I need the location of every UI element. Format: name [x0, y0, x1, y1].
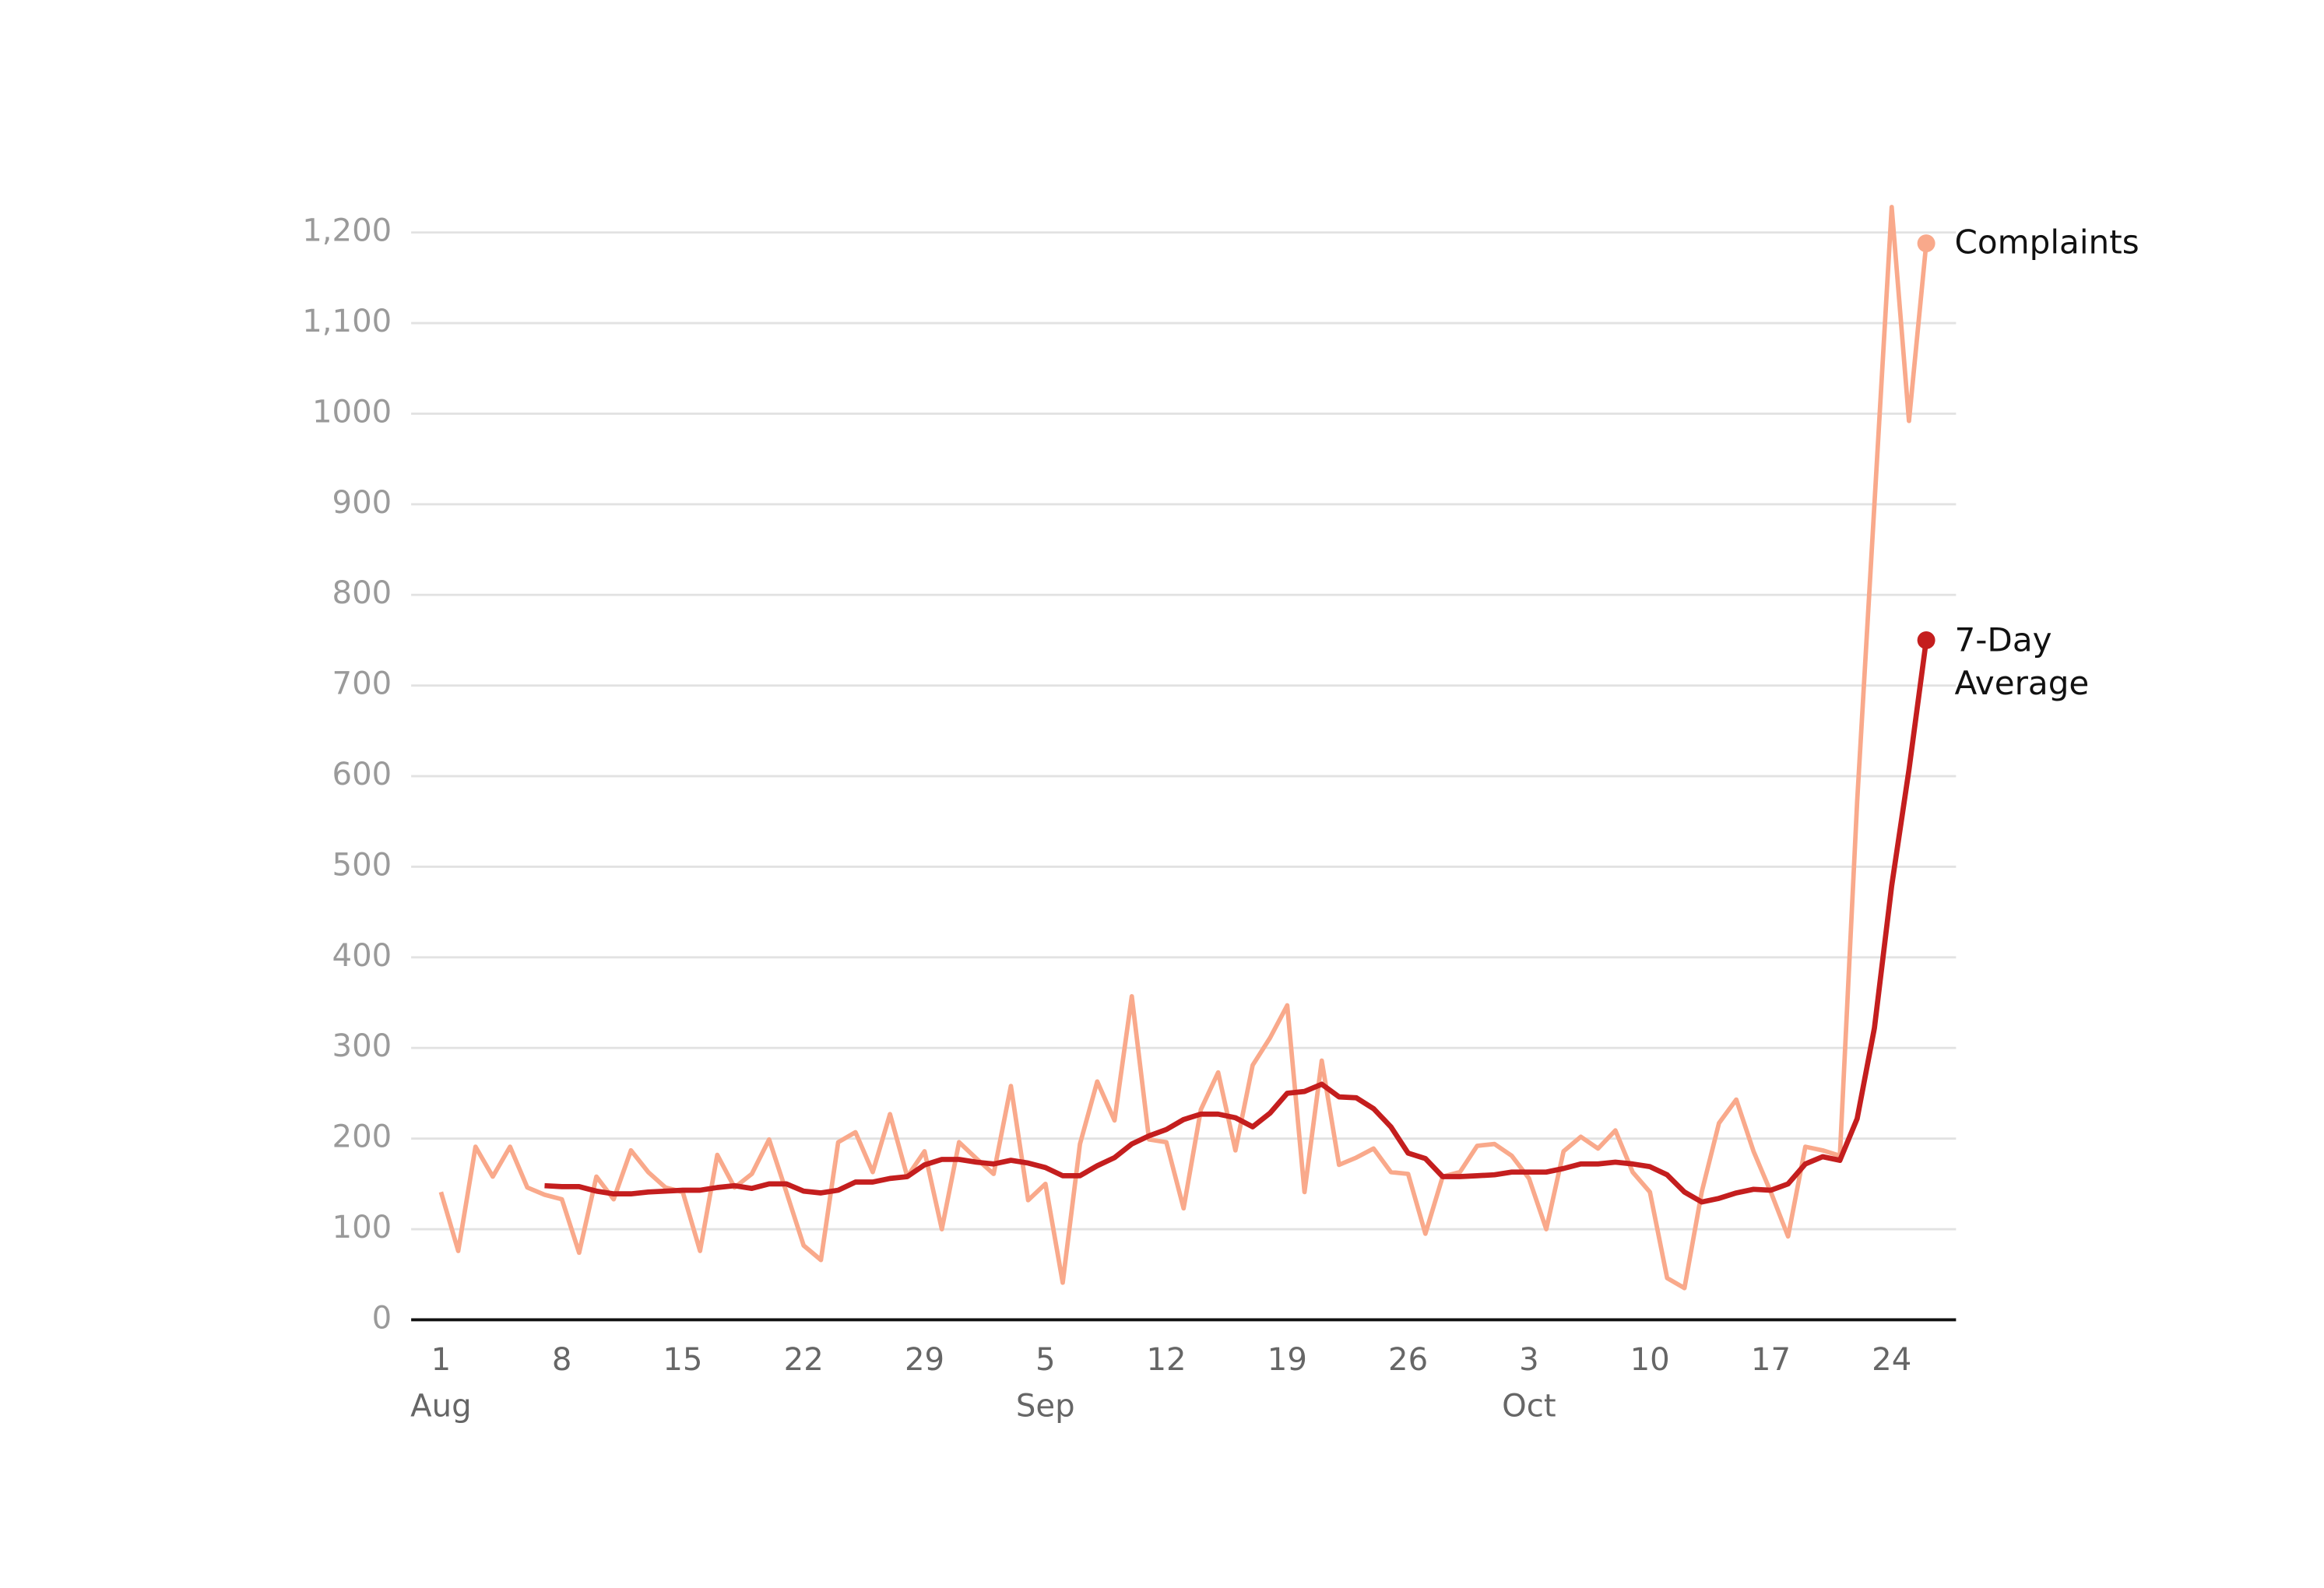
x-tick-label: 10 — [1630, 1342, 1670, 1378]
y-tick-label: 1000 — [312, 394, 392, 430]
x-tick-label: 19 — [1267, 1342, 1307, 1378]
x-tick-label: 17 — [1751, 1342, 1791, 1378]
x-month-label: Oct — [1502, 1388, 1556, 1424]
end-marker — [1917, 631, 1935, 649]
x-tick-label: 29 — [905, 1342, 944, 1378]
y-tick-label: 300 — [332, 1028, 392, 1064]
x-tick-label: 3 — [1519, 1342, 1539, 1378]
y-tick-label: 1,200 — [302, 213, 392, 249]
y-tick-label: 800 — [332, 575, 392, 611]
x-tick-label: 12 — [1146, 1342, 1186, 1378]
series-label: Complaints — [1954, 225, 2139, 263]
y-tick-label: 100 — [332, 1210, 392, 1245]
x-tick-label: 5 — [1035, 1342, 1056, 1378]
y-tick-label: 600 — [332, 757, 392, 792]
x-month-label: Sep — [1016, 1388, 1075, 1424]
y-tick-label: 700 — [332, 666, 392, 702]
y-tick-label: 400 — [332, 938, 392, 974]
y-tick-label: 0 — [372, 1300, 392, 1336]
y-tick-label: 900 — [332, 485, 392, 521]
x-tick-label: 1 — [431, 1342, 452, 1378]
x-tick-label: 22 — [784, 1342, 824, 1378]
y-tick-label: 1,100 — [302, 304, 392, 339]
end-label-box: 7-Day Average — [1954, 622, 2090, 703]
series-line — [544, 639, 1929, 1205]
x-month-label: Aug — [410, 1388, 471, 1424]
y-tick-label: 500 — [332, 847, 392, 883]
x-tick-label: 24 — [1872, 1342, 1911, 1378]
x-tick-label: 26 — [1388, 1342, 1428, 1378]
x-tick-label: 8 — [552, 1342, 572, 1378]
end-marker — [1917, 234, 1935, 253]
end-label-box: Complaints — [1954, 225, 2139, 263]
series-label: 7-Day Average — [1954, 622, 2090, 703]
series-line — [438, 205, 1928, 1291]
x-tick-label: 15 — [663, 1342, 702, 1378]
y-tick-label: 200 — [332, 1119, 392, 1155]
